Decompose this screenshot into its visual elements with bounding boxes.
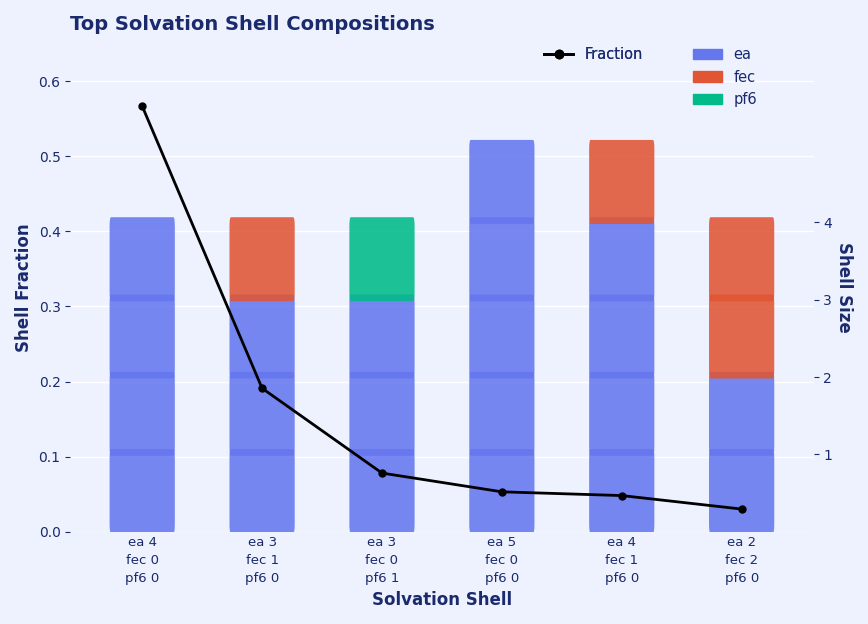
FancyBboxPatch shape (709, 295, 774, 379)
FancyBboxPatch shape (470, 295, 535, 379)
FancyBboxPatch shape (350, 295, 415, 379)
Text: Top Solvation Shell Compositions: Top Solvation Shell Compositions (70, 15, 435, 34)
Y-axis label: Shell Size: Shell Size (835, 242, 853, 333)
FancyBboxPatch shape (589, 217, 654, 301)
FancyBboxPatch shape (709, 217, 774, 301)
FancyBboxPatch shape (589, 140, 654, 224)
Fraction (257, 384, 267, 392)
FancyBboxPatch shape (470, 372, 535, 456)
FancyBboxPatch shape (109, 295, 174, 379)
Y-axis label: Shell Fraction: Shell Fraction (15, 223, 33, 352)
FancyBboxPatch shape (470, 140, 535, 224)
FancyBboxPatch shape (109, 217, 174, 301)
FancyBboxPatch shape (470, 217, 535, 301)
Fraction (736, 505, 746, 513)
FancyBboxPatch shape (470, 449, 535, 533)
Line: Fraction: Fraction (139, 103, 745, 512)
FancyBboxPatch shape (350, 372, 415, 456)
Legend: ea, fec, pf6: ea, fec, pf6 (687, 41, 763, 113)
FancyBboxPatch shape (229, 217, 295, 301)
FancyBboxPatch shape (709, 449, 774, 533)
FancyBboxPatch shape (709, 372, 774, 456)
FancyBboxPatch shape (589, 295, 654, 379)
FancyBboxPatch shape (229, 372, 295, 456)
Legend: Fraction: Fraction (538, 41, 649, 68)
FancyBboxPatch shape (229, 449, 295, 533)
Fraction (616, 492, 627, 499)
FancyBboxPatch shape (350, 217, 415, 301)
FancyBboxPatch shape (229, 295, 295, 379)
FancyBboxPatch shape (589, 449, 654, 533)
FancyBboxPatch shape (589, 372, 654, 456)
Fraction (137, 102, 148, 110)
FancyBboxPatch shape (109, 449, 174, 533)
FancyBboxPatch shape (350, 449, 415, 533)
FancyBboxPatch shape (109, 372, 174, 456)
Fraction (377, 469, 387, 477)
Fraction (496, 488, 507, 495)
X-axis label: Solvation Shell: Solvation Shell (372, 591, 512, 609)
